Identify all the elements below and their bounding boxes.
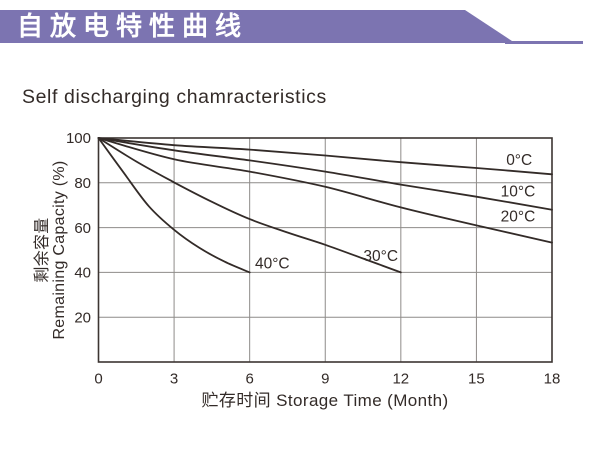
x-tick-12: 12 <box>392 371 409 388</box>
section-banner-title: 自放电特性曲线 <box>17 11 249 41</box>
section-banner: 自放电特性曲线 <box>0 10 515 43</box>
curve-10cc <box>97 137 553 211</box>
curve-20cc <box>97 137 553 244</box>
curve-30cc <box>97 137 402 274</box>
page-title: Self discharging chamracteristics <box>22 86 327 108</box>
y-tick-100: 100 <box>66 130 91 147</box>
x-tick-15: 15 <box>468 371 485 388</box>
series-labels: 0°C 10°C 20°C 30°C 40°C <box>255 152 535 272</box>
y-tick-40: 40 <box>74 265 91 282</box>
series-label-40cc: 40°C <box>255 255 290 272</box>
y-tick-labels: 100 80 60 40 20 <box>66 130 91 326</box>
plot-border <box>97 137 553 363</box>
x-tick-18: 18 <box>544 371 561 388</box>
x-tick-6: 6 <box>246 371 254 388</box>
x-tick-9: 9 <box>321 371 329 388</box>
curve-0cc <box>97 137 553 176</box>
series-label-0cc: 0°C <box>506 152 532 169</box>
series-label-20cc: 20°C <box>501 209 536 226</box>
y-tick-20: 20 <box>74 309 91 326</box>
y-axis-title-cn: 剩余容量 <box>32 217 51 282</box>
y-tick-80: 80 <box>74 175 91 192</box>
curve-40cc <box>97 137 251 274</box>
x-tick-0: 0 <box>94 371 102 388</box>
x-axis-title: 贮存时间 Storage Time (Month) <box>201 391 448 410</box>
x-tick-labels: 0 3 6 9 12 15 18 <box>94 371 560 388</box>
series-label-30cc: 30°C <box>363 248 398 265</box>
x-tick-3: 3 <box>170 371 178 388</box>
chart-curves <box>97 137 553 274</box>
y-tick-60: 60 <box>74 220 91 237</box>
series-label-10cc: 10°C <box>501 184 536 201</box>
banner-underline <box>505 41 583 44</box>
y-axis-title-en: Remaining Capacity (%) <box>51 160 68 339</box>
